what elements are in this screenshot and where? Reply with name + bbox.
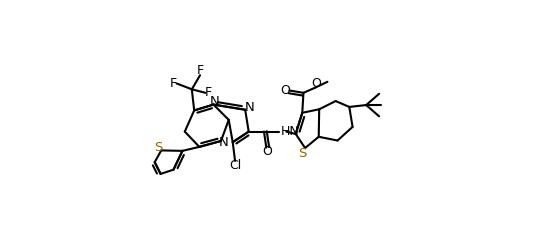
Text: S: S xyxy=(299,147,307,160)
Text: N: N xyxy=(244,101,254,114)
Text: F: F xyxy=(196,64,204,78)
Text: S: S xyxy=(154,141,163,154)
Text: O: O xyxy=(311,77,321,90)
Text: F: F xyxy=(205,86,212,99)
Text: N: N xyxy=(209,95,219,108)
Text: N: N xyxy=(219,136,229,149)
Text: F: F xyxy=(170,77,177,90)
Text: Cl: Cl xyxy=(230,159,242,172)
Text: O: O xyxy=(280,84,291,97)
Text: O: O xyxy=(263,145,272,158)
Text: HN: HN xyxy=(281,125,300,138)
